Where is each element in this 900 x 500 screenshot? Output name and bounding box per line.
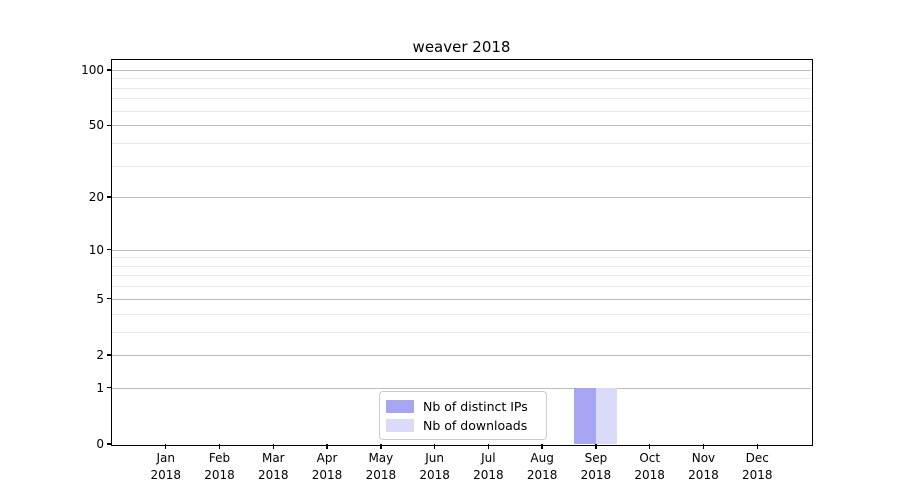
- gridline-major: [112, 69, 811, 71]
- x-tick-label: Feb 2018: [204, 451, 235, 482]
- x-tick-label: Jan 2018: [150, 451, 182, 482]
- y-tick-label: 2: [96, 347, 104, 362]
- x-tick-label: Mar 2018: [258, 451, 289, 482]
- y-tick-mark: [107, 69, 112, 71]
- legend-entry-downloads: Nb of downloads: [386, 417, 538, 433]
- legend-entry-distinct-ips: Nb of distinct IPs: [386, 398, 538, 414]
- x-tick-label: May 2018: [365, 451, 397, 482]
- x-tick-label: Jun 2018: [419, 451, 450, 482]
- x-tick-mark: [756, 444, 758, 449]
- y-tick-mark: [107, 248, 112, 251]
- y-tick-label: 1: [96, 380, 104, 395]
- x-tick-mark: [380, 444, 382, 449]
- y-tick-label: 5: [96, 291, 104, 306]
- legend-swatch-distinct-ips: [386, 399, 414, 413]
- y-tick-label: 20: [88, 190, 104, 205]
- y-tick-label: 10: [88, 242, 104, 257]
- gridline-minor: [112, 142, 811, 144]
- x-tick-mark: [218, 444, 221, 449]
- y-tick-label: 0: [96, 437, 104, 451]
- y-tick-mark: [107, 298, 112, 300]
- legend-label-downloads: Nb of downloads: [423, 417, 528, 433]
- x-tick-label: Apr 2018: [311, 451, 343, 482]
- x-tick-mark: [541, 444, 543, 449]
- y-tick-label: 50: [88, 118, 104, 133]
- x-tick-mark: [487, 444, 490, 449]
- x-tick-label: Aug 2018: [526, 451, 558, 482]
- x-tick-mark: [595, 444, 597, 449]
- x-tick-label: Oct 2018: [634, 451, 665, 482]
- gridline-minor: [112, 331, 811, 333]
- gridline-minor: [112, 87, 811, 89]
- y-tick-mark: [107, 196, 112, 198]
- x-tick-label: Jul 2018: [473, 451, 504, 482]
- bar-distinct-ips: [574, 387, 596, 444]
- x-tick-mark: [326, 444, 328, 449]
- gridline-major: [112, 298, 811, 300]
- y-tick-mark: [107, 387, 112, 389]
- gridline-major: [112, 197, 811, 199]
- y-tick-label: 100: [81, 62, 104, 77]
- y-tick-mark: [107, 354, 112, 356]
- y-tick-mark: [107, 443, 112, 445]
- gridline-minor: [112, 257, 811, 259]
- gridline-minor: [112, 78, 811, 80]
- gridline-major: [112, 249, 811, 251]
- gridline-major: [112, 354, 811, 356]
- x-tick-mark: [702, 444, 705, 449]
- x-tick-mark: [165, 444, 167, 449]
- y-tick-mark: [107, 124, 112, 126]
- x-tick-mark: [433, 444, 436, 449]
- gridline-minor: [112, 110, 811, 112]
- gridline-minor: [112, 313, 811, 315]
- x-tick-label: Dec 2018: [741, 451, 773, 482]
- x-tick-mark: [272, 444, 274, 449]
- x-tick-label: Nov 2018: [688, 451, 719, 482]
- bar-downloads: [595, 387, 618, 444]
- x-tick-label: Sep 2018: [580, 451, 612, 482]
- legend-swatch-downloads: [386, 418, 414, 432]
- x-tick-mark: [648, 444, 651, 449]
- gridline-major: [112, 387, 811, 389]
- chart-title: weaver 2018: [412, 38, 511, 56]
- plot-area: Nb of distinct IPs Nb of downloads: [110, 58, 813, 446]
- gridline-minor: [112, 286, 811, 288]
- gridline-major: [112, 125, 811, 127]
- gridline-minor: [112, 275, 811, 277]
- legend: Nb of distinct IPs Nb of downloads: [379, 391, 547, 440]
- gridline-minor: [112, 265, 811, 267]
- gridline-minor: [112, 98, 811, 100]
- legend-label-distinct-ips: Nb of distinct IPs: [423, 398, 528, 414]
- gridline-minor: [112, 165, 811, 167]
